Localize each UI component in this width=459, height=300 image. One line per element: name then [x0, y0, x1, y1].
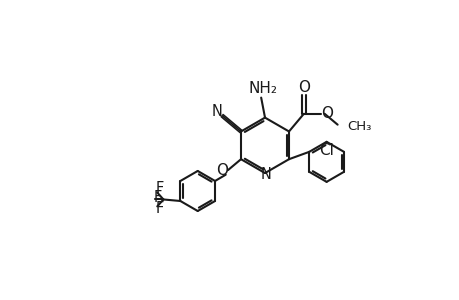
Text: O: O: [297, 80, 309, 95]
Text: NH₂: NH₂: [248, 81, 277, 96]
Text: N: N: [211, 104, 222, 119]
Text: N: N: [260, 167, 271, 182]
Text: O: O: [320, 106, 332, 121]
Text: Cl: Cl: [319, 143, 333, 158]
Text: F: F: [155, 181, 163, 196]
Text: F: F: [153, 190, 161, 206]
Text: F: F: [155, 201, 163, 216]
Text: O: O: [215, 164, 227, 178]
Text: CH₃: CH₃: [346, 120, 370, 133]
